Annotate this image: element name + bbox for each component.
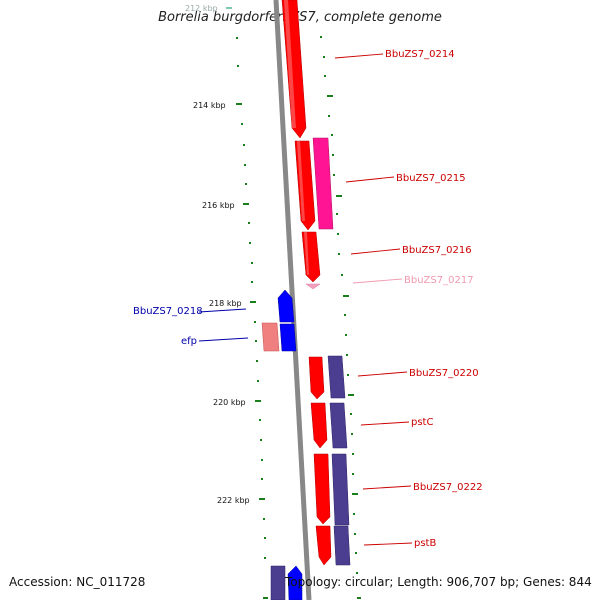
gene-label-bbuzs7-0218[interactable]: BbuZS7_0218 bbox=[133, 306, 203, 317]
ruler-label-216: 216 kbp bbox=[202, 201, 235, 210]
ruler-label-218: 218 kbp bbox=[209, 299, 242, 308]
gene-feature-pstc[interactable] bbox=[310, 402, 328, 449]
gene-feature-salmon[interactable] bbox=[261, 322, 280, 352]
gene-feature-purple-5[interactable] bbox=[270, 565, 286, 600]
gene-feature-efp[interactable] bbox=[279, 323, 297, 352]
leader-line-bbuzs7-0222 bbox=[362, 485, 412, 490]
gene-highlight bbox=[304, 232, 309, 275]
leader-line-pstc bbox=[360, 421, 410, 426]
gene-feature-blue-bottom[interactable] bbox=[287, 565, 303, 600]
genome-backbone bbox=[273, 0, 312, 600]
gene-label-bbuzs7-0215[interactable]: BbuZS7_0215 bbox=[396, 173, 466, 184]
gene-feature-purple-2[interactable] bbox=[329, 402, 348, 449]
gene-feature-purple-1[interactable] bbox=[327, 355, 346, 399]
leader-line-bbuzs7-0215 bbox=[345, 176, 395, 183]
gene-label-bbuzs7-0220[interactable]: BbuZS7_0220 bbox=[409, 368, 479, 379]
ruler-label-214: 214 kbp bbox=[193, 101, 226, 110]
ruler-label-220: 220 kbp bbox=[213, 398, 246, 407]
gene-label-efp[interactable]: efp bbox=[181, 336, 197, 347]
accession-text: Accession: NC_011728 bbox=[9, 575, 146, 589]
ruler-label-212: 212 kbp bbox=[185, 4, 218, 13]
gene-label-bbuzs7-0216[interactable]: BbuZS7_0216 bbox=[402, 245, 472, 256]
gene-feature-bbuzs7-0220[interactable] bbox=[308, 356, 325, 400]
genome-summary-text: Topology: circular; Length: 906,707 bp; … bbox=[285, 575, 592, 589]
leader-line-bbuzs7-0218 bbox=[198, 308, 247, 313]
gene-label-pstb[interactable]: pstB bbox=[414, 538, 436, 549]
leader-line-bbuzs7-0216 bbox=[350, 248, 401, 255]
gene-feature-pstb[interactable] bbox=[315, 525, 332, 566]
gene-highlight bbox=[284, 0, 296, 128]
gene-label-bbuzs7-0214[interactable]: BbuZS7_0214 bbox=[385, 49, 455, 60]
gene-highlight bbox=[297, 141, 305, 221]
leader-line-bbuzs7-0220 bbox=[357, 371, 408, 377]
gene-feature-purple-4[interactable] bbox=[333, 525, 351, 566]
map-title: Borrelia burgdorferi ZS7, complete genom… bbox=[158, 10, 442, 25]
leader-line-pstb bbox=[363, 542, 413, 546]
gene-feature-bbuzs7-0222[interactable] bbox=[313, 453, 331, 525]
gene-label-bbuzs7-0222[interactable]: BbuZS7_0222 bbox=[413, 482, 483, 493]
gene-feature-purple-3[interactable] bbox=[331, 453, 350, 526]
leader-line-bbuzs7-0217 bbox=[352, 278, 403, 284]
gene-feature-pink[interactable] bbox=[312, 137, 334, 230]
gene-label-bbuzs7-0217[interactable]: BbuZS7_0217 bbox=[404, 275, 474, 286]
gene-feature-bbuzs7-0217[interactable] bbox=[305, 283, 321, 290]
leader-line-efp bbox=[198, 337, 249, 342]
gene-label-pstc[interactable]: pstC bbox=[411, 417, 433, 428]
ruler-label-222: 222 kbp bbox=[217, 496, 250, 505]
leader-line-bbuzs7-0214 bbox=[334, 53, 384, 59]
gene-feature-bbuzs7-0218[interactable] bbox=[277, 289, 295, 323]
